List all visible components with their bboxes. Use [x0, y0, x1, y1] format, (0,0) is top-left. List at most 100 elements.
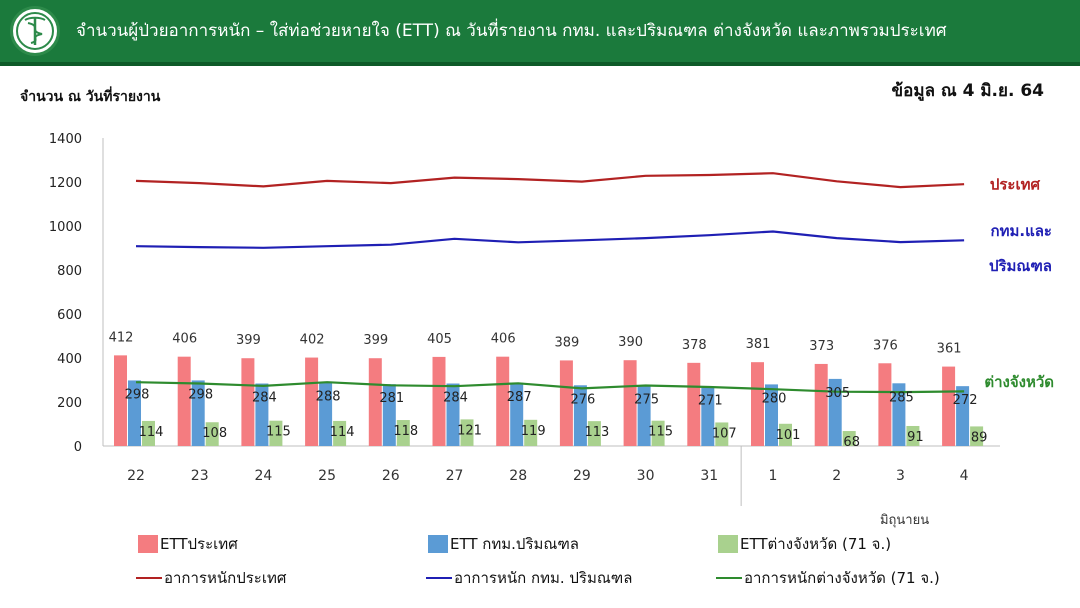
line-severe-country: [135, 172, 965, 189]
data-label-ett-bkk: 287: [507, 390, 532, 405]
bar-ett-province: [970, 426, 984, 446]
x-tick-label: 26: [382, 468, 400, 484]
data-label-ett-province: 118: [393, 424, 418, 439]
legend-severe-province-label: อาการหนักต่างจังหวัด (71 จ.): [744, 569, 940, 587]
bar-ett-province: [842, 431, 856, 446]
bar-ett-bkk: [319, 382, 333, 446]
bar-ett-country: [814, 363, 828, 446]
bar-ett-country: [114, 355, 127, 446]
bar-ett-province: [205, 422, 219, 446]
data-label-ett-bkk: 280: [762, 391, 787, 406]
data-label-ett-country: 399: [363, 333, 388, 348]
line-label-province: ต่างจังหวัด: [984, 373, 1054, 391]
data-label-ett-country: 405: [427, 332, 452, 347]
bar-ett-country: [241, 358, 255, 446]
bar-ett-country: [878, 363, 892, 446]
data-label-ett-province: 107: [712, 426, 737, 441]
data-label-ett-province: 91: [907, 430, 924, 445]
legend-severe-bkk: อาการหนัก กทม. ปริมณฑล: [426, 566, 632, 590]
bar-ett-bkk: [828, 378, 842, 446]
data-label-ett-country: 378: [682, 338, 707, 353]
data-label-ett-bkk: 271: [698, 393, 723, 408]
bar-ett-bkk: [446, 383, 460, 446]
data-label-ett-bkk: 275: [634, 393, 659, 408]
legend-ett-bkk: ETT กทม.ปริมณฑล: [428, 532, 579, 556]
bar-ett-bkk: [255, 383, 269, 446]
data-label-ett-country: 406: [172, 332, 197, 347]
data-label-ett-province: 68: [843, 435, 860, 450]
page-title: จำนวนผู้ป่วยอาการหนัก – ใส่ท่อช่วยหายใจ …: [76, 21, 947, 41]
y-tick-label: 600: [57, 308, 82, 323]
data-label-ett-bkk: 298: [188, 387, 213, 402]
bar-ett-bkk: [956, 386, 970, 446]
bar-ett-province: [142, 420, 155, 446]
bar-ett-country: [368, 358, 382, 446]
bar-ett-bkk: [382, 384, 396, 446]
y-tick-label: 0: [74, 440, 82, 455]
moph-logo-icon: [10, 6, 60, 56]
legend-ett-province: ETTต่างจังหวัด (71 จ.): [718, 532, 891, 556]
legend-severe-bkk-swatch: [426, 577, 452, 579]
legend-ett-bkk-swatch: [428, 535, 448, 553]
bar-ett-province: [460, 419, 474, 446]
x-tick-label: 23: [191, 468, 209, 484]
legend-ett-country: ETTประเทศ: [138, 532, 238, 556]
data-label-ett-bkk: 284: [252, 391, 277, 406]
bar-ett-province: [779, 423, 792, 446]
data-label-ett-bkk: 285: [889, 390, 914, 405]
line-label-bkk-cont: ปริมณฑล: [989, 257, 1052, 275]
data-label-ett-province: 114: [330, 425, 355, 440]
bar-ett-province: [906, 425, 920, 446]
data-label-ett-province: 114: [139, 425, 164, 440]
legend-severe-country: อาการหนักประเทศ: [136, 566, 286, 590]
legend-ett-country-label: ETTประเทศ: [160, 535, 238, 553]
legend-severe-province-swatch: [716, 577, 742, 579]
data-label-ett-bkk: 298: [125, 387, 150, 402]
data-label-ett-bkk: 276: [570, 392, 595, 407]
bar-ett-country: [559, 360, 573, 446]
data-label-ett-country: 376: [873, 338, 898, 353]
x-tick-label: 27: [446, 468, 464, 484]
bar-ett-province: [651, 420, 665, 446]
data-label-ett-country: 412: [109, 330, 134, 345]
x-tick-label: 30: [637, 468, 655, 484]
bar-ett-bkk: [637, 385, 651, 446]
data-label-ett-province: 115: [266, 425, 291, 440]
y-tick-label: 1000: [49, 220, 82, 235]
data-label-ett-province: 113: [584, 425, 609, 440]
bar-ett-bkk: [573, 385, 587, 446]
x-tick-label: 24: [254, 468, 272, 484]
bar-ett-bkk: [128, 380, 141, 446]
x-tick-label: 29: [573, 468, 591, 484]
data-label-ett-country: 373: [809, 339, 834, 354]
x-tick-label: 28: [509, 468, 527, 484]
data-label-ett-province: 121: [457, 423, 482, 438]
x-tick-label: 2: [832, 468, 841, 484]
data-date-note: ข้อมูล ณ 4 มิ.ย. 64: [891, 81, 1044, 101]
bar-ett-country: [432, 356, 446, 446]
x-tick-label: 4: [960, 468, 969, 484]
x-tick-label: 31: [700, 468, 718, 484]
data-label-ett-bkk: 281: [379, 391, 404, 406]
data-label-ett-country: 381: [746, 337, 771, 352]
data-label-ett-country: 389: [554, 335, 579, 350]
data-label-ett-country: 399: [236, 333, 261, 348]
legend-ett-province-swatch: [718, 535, 738, 553]
y-tick-label: 1200: [49, 176, 82, 191]
y-tick-label: 1400: [49, 132, 82, 147]
data-label-ett-country: 361: [937, 342, 962, 357]
line-severe-province: [135, 381, 965, 394]
legend-severe-bkk-label: อาการหนัก กทม. ปริมณฑล: [454, 569, 633, 587]
data-label-ett-bkk: 284: [443, 391, 468, 406]
bar-ett-country: [751, 362, 764, 446]
x-tick-label: 1: [769, 468, 778, 484]
x-tick-label: 22: [127, 468, 145, 484]
bar-ett-bkk: [892, 383, 906, 446]
data-label-ett-bkk: 272: [953, 393, 978, 408]
data-label-ett-province: 89: [971, 430, 988, 445]
x-tick-label: 25: [318, 468, 336, 484]
bar-ett-province: [587, 421, 601, 446]
bar-ett-bkk: [510, 382, 524, 446]
bar-ett-country: [496, 356, 510, 446]
